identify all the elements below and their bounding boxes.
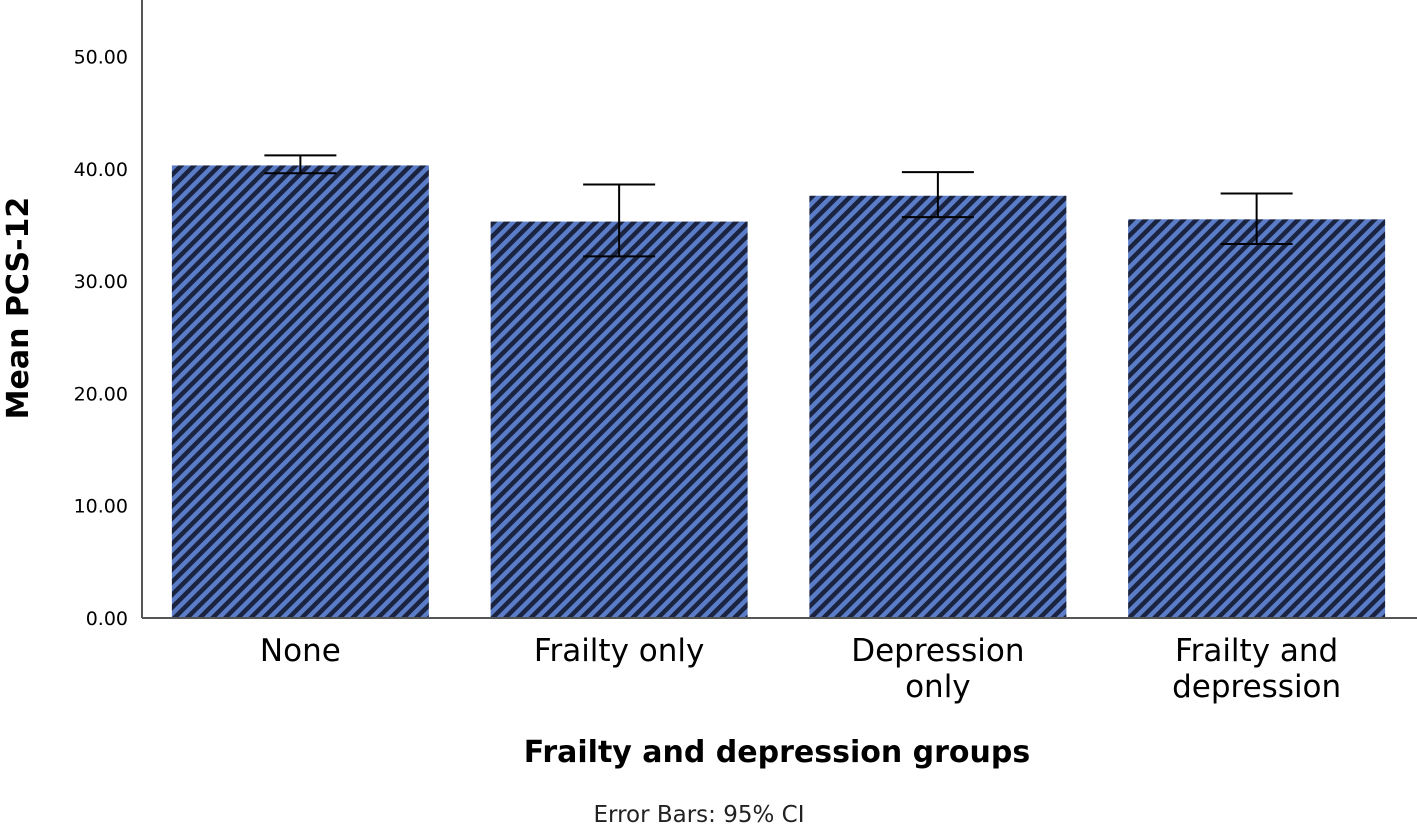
axes-layer [141,0,1417,619]
x-tick-label: Depression only [851,633,1024,705]
y-tick-label: 30.00 [74,271,128,293]
bars-layer [171,165,1386,618]
error-bar [264,154,337,175]
x-axis-title: Frailty and depression groups [524,735,1030,770]
y-tick-label: 50.00 [74,47,128,69]
error-bar [1220,192,1293,246]
bar [171,165,429,618]
y-tick-label: 10.00 [74,496,128,518]
error-bar [901,171,974,219]
x-tick-label: Frailty and depression [1172,633,1341,705]
x-tick-label: Frailty only [534,633,704,669]
bar [490,221,748,618]
error-bar [583,183,656,258]
error-bars-layer [264,154,1293,258]
y-ticks-layer: 0.00 10.00 20.00 30.00 40.00 50.00 [74,47,128,631]
y-tick-label: 20.00 [74,383,128,405]
x-labels-layer: None Frailty only Depression only Frailty an… [260,633,1341,705]
y-axis-title: Mean PCS-12 [1,197,36,420]
y-tick-label: 0.00 [86,608,128,630]
y-tick-label: 40.00 [74,159,128,181]
error-bars-note: Error Bars: 95% CI [593,802,804,828]
bar [1128,219,1386,618]
x-tick-label: None [260,633,341,669]
bar [809,195,1067,618]
